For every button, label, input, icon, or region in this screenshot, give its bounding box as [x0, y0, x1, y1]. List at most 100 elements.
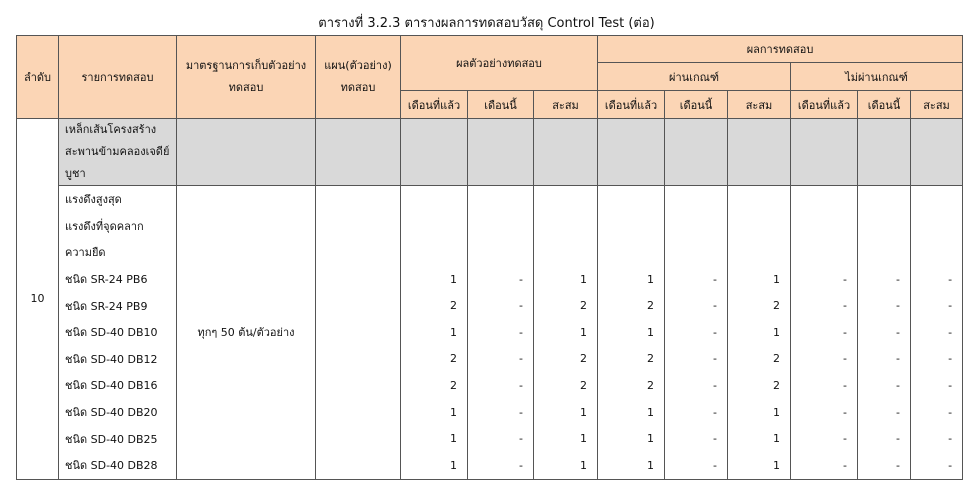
data-row: ชนิด SD-40 DB10 1-1 1-1- - -	[17, 318, 964, 346]
header-cell: สะสม	[909, 90, 964, 119]
empty-cell	[400, 118, 468, 186]
value-cell: 1	[400, 265, 468, 293]
data-row: ชนิด SD-40 DB25 1-1 1-1- - -	[17, 425, 964, 452]
item-cell: ชนิด SR-24 PB9	[58, 292, 177, 319]
empty-cell	[857, 118, 911, 186]
value-cell	[533, 185, 598, 213]
value-cell: 2	[533, 345, 598, 373]
value-cell: 1	[533, 398, 598, 426]
value-cell	[727, 239, 791, 266]
value-cell: -	[664, 398, 728, 426]
value-cell: -	[909, 398, 964, 426]
value-cell: 1	[400, 398, 468, 426]
value-cell: -	[909, 451, 964, 480]
item-cell: ความยืด	[58, 239, 177, 266]
value-cell: -	[857, 398, 911, 426]
value-cell: -	[857, 425, 911, 452]
value-cell: 1	[597, 398, 665, 426]
header-cell: เดือนที่แล้ว	[597, 90, 665, 119]
item-cell: ชนิด SD-40 DB28	[58, 451, 177, 480]
value-cell	[467, 212, 534, 240]
value-cell	[597, 185, 665, 213]
header-line: ทดสอบ	[228, 81, 264, 94]
header-cell: มาตรฐานการเก็บตัวอย่าง ทดสอบ	[176, 35, 316, 119]
value-cell: -	[467, 398, 534, 426]
value-cell: -	[790, 318, 858, 346]
value-cell	[727, 185, 791, 213]
group-label-line: เหล็กเส้นโครงสร้าง	[65, 123, 157, 136]
table-title: ตารางที่ 3.2.3 ตารางผลการทดสอบวัสดุ Cont…	[318, 16, 655, 31]
value-cell: 2	[727, 292, 791, 319]
value-cell: -	[467, 345, 534, 373]
standard-cell: ทุกๆ 50 ต้น/ตัวอย่าง	[176, 185, 316, 480]
item-cell: แรงดึงสูงสุด	[58, 185, 177, 213]
value-cell: -	[467, 292, 534, 319]
value-cell	[400, 212, 468, 240]
header-cell: ไม่ผ่านเกณฑ์	[789, 62, 964, 91]
value-cell	[467, 239, 534, 266]
data-row: ชนิด SD-40 DB20 1-1 1-1- - -	[17, 398, 964, 426]
group-label: เหล็กเส้นโครงสร้าง สะพานข้ามคลองเจดีย์ บูช…	[58, 118, 177, 186]
value-cell: 1	[400, 425, 468, 452]
header-cell: ลำดับ	[16, 35, 59, 119]
value-cell	[400, 185, 468, 213]
header-cell: เดือนนี้	[857, 90, 911, 119]
value-cell: -	[790, 372, 858, 399]
value-cell	[857, 239, 911, 266]
value-cell: -	[909, 425, 964, 452]
value-cell	[790, 185, 858, 213]
item-cell: ชนิด SD-40 DB16	[58, 372, 177, 399]
empty-cell	[790, 118, 858, 186]
value-cell: -	[909, 318, 964, 346]
value-cell: 2	[597, 345, 665, 373]
value-cell: 1	[597, 265, 665, 293]
data-row: ชนิด SD-40 DB12 2-2 2-2- - -	[17, 345, 964, 373]
empty-cell	[467, 118, 534, 186]
header-cell: รายการทดสอบ	[58, 35, 177, 119]
empty-cell	[727, 118, 791, 186]
results-table: ลำดับ รายการทดสอบ มาตรฐานการเก็บตัวอย่าง…	[16, 35, 964, 480]
number-cell: 10	[16, 118, 59, 480]
value-cell: -	[664, 451, 728, 480]
value-cell: 1	[400, 451, 468, 480]
value-cell: -	[857, 451, 911, 480]
value-cell: -	[790, 292, 858, 319]
value-cell	[400, 239, 468, 266]
value-cell: 2	[727, 345, 791, 373]
value-cell: -	[909, 292, 964, 319]
value-cell: 2	[597, 292, 665, 319]
value-cell	[664, 185, 728, 213]
header-cell: เดือนนี้	[467, 90, 534, 119]
header-cell: ผ่านเกณฑ์	[597, 62, 791, 91]
value-cell: -	[909, 372, 964, 399]
value-cell: -	[467, 451, 534, 480]
data-row: แรงดึงสูงสุด ทุกๆ 50 ต้น/ตัวอย่าง	[17, 185, 964, 480]
value-cell: 2	[400, 372, 468, 399]
header-line: ทดสอบ	[340, 81, 376, 94]
value-cell	[664, 212, 728, 240]
header-line: แผน(ตัวอย่าง)	[324, 59, 392, 72]
data-row: ชนิด SR-24 PB9 2-2 2-2- - -	[17, 292, 964, 319]
value-cell: -	[664, 372, 728, 399]
value-cell	[909, 239, 964, 266]
value-cell: 1	[727, 451, 791, 480]
value-cell: -	[857, 318, 911, 346]
plan-cell	[315, 185, 401, 480]
value-cell: 1	[727, 398, 791, 426]
value-cell	[533, 239, 598, 266]
value-cell: -	[790, 345, 858, 373]
value-cell: 1	[533, 265, 598, 293]
value-cell: -	[664, 425, 728, 452]
value-cell: 2	[597, 372, 665, 399]
empty-cell	[597, 118, 665, 186]
data-row: ความยืด	[17, 239, 964, 266]
value-cell: 2	[400, 345, 468, 373]
value-cell: 1	[597, 318, 665, 346]
value-cell: -	[790, 398, 858, 426]
value-cell: -	[857, 345, 911, 373]
value-cell: -	[790, 451, 858, 480]
value-cell: 1	[597, 425, 665, 452]
value-cell: 1	[533, 451, 598, 480]
empty-cell	[315, 118, 401, 186]
